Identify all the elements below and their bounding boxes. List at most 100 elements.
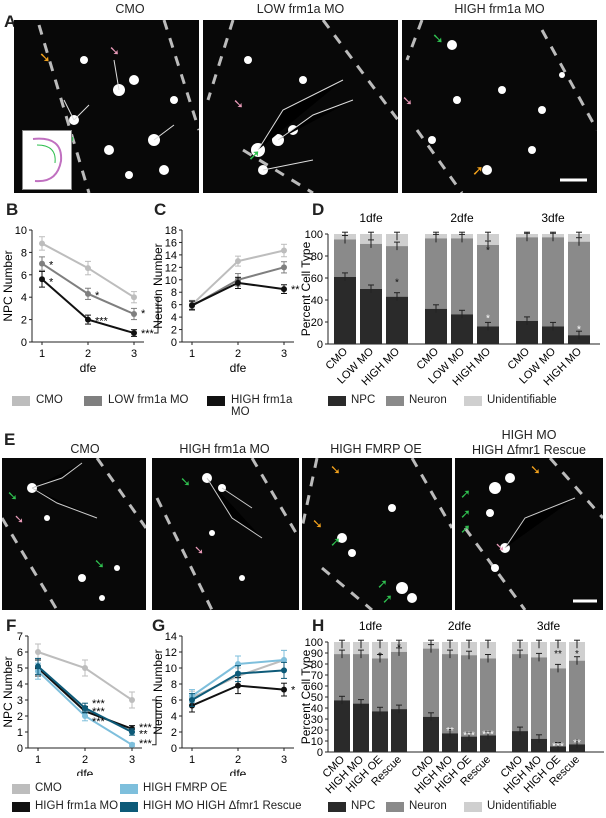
image-title: HIGH frm1a MO: [454, 2, 545, 16]
bar-npc: [477, 326, 499, 344]
bar-npc: [425, 308, 447, 344]
group-label: 3dfe: [541, 212, 565, 225]
legend-label: NPC: [351, 800, 376, 812]
y-axis-label: Percent Cell Type: [299, 649, 313, 744]
bar-neuron: [512, 654, 528, 732]
panel-label-f: F: [6, 616, 17, 635]
group-label: 3dfe: [537, 620, 561, 633]
bar-npc: [461, 736, 477, 752]
svg-text:➘: ➘: [109, 43, 120, 58]
significance-marker: ***: [95, 316, 109, 328]
bar-neuron: [423, 648, 439, 717]
data-point: [235, 682, 241, 689]
bar-npc: [542, 326, 564, 344]
data-point: [281, 686, 287, 693]
y-tick-label: 10: [165, 275, 177, 287]
y-tick-label: 3: [17, 695, 23, 707]
panel-label-h: H: [312, 616, 325, 635]
bar-unidentifiable: [461, 642, 477, 656]
data-point: [235, 258, 241, 265]
legend-celltype-bottom: NPC Neuron Unidentifiable: [328, 800, 603, 816]
data-point: [281, 667, 287, 674]
bar-unidentifiable: [550, 642, 566, 669]
significance-marker: *: [49, 277, 54, 289]
y-tick-label: 10: [165, 663, 177, 675]
y-tick-label: 0: [317, 747, 323, 759]
legend-label: HIGH MO HIGH Δfmr1 Rescue: [143, 800, 302, 812]
svg-text:➚: ➚: [330, 534, 341, 549]
micrograph: ➚ ➘: [203, 20, 398, 193]
significance-marker: ***: [552, 741, 564, 752]
bar-neuron: [442, 654, 458, 734]
micrograph: ➘ ➘ ➘: [2, 458, 146, 610]
y-axis-label: Percent Cell Type: [299, 241, 313, 336]
significance-marker: ***: [139, 722, 153, 734]
x-tick-label: 2: [235, 348, 241, 360]
bar-neuron: [353, 654, 369, 704]
y-tick-label: 14: [165, 250, 177, 262]
svg-text:➘: ➘: [14, 512, 24, 526]
micrograph: ➘ ➘ ➚ ➚ ➚: [302, 458, 452, 610]
y-tick-label: 2: [17, 711, 23, 723]
data-point: [281, 657, 287, 663]
group-label: 2dfe: [450, 212, 474, 225]
legend-label: CMO: [35, 782, 62, 794]
y-tick-label: 18: [165, 225, 177, 237]
data-point: [82, 705, 88, 711]
significance-marker: ***: [139, 738, 153, 750]
y-tick-label: 4: [171, 711, 177, 723]
y-tick-label: 30: [311, 714, 323, 726]
y-tick-label: 10: [311, 736, 323, 748]
bar-neuron: [516, 237, 538, 321]
group-label: 1dfe: [359, 620, 383, 633]
y-tick-label: 40: [311, 703, 323, 715]
legend-label: CMO: [36, 394, 63, 406]
y-tick-label: 0: [317, 339, 323, 351]
group-label: 2dfe: [448, 620, 472, 633]
bar-neuron: [334, 239, 356, 277]
data-point: [281, 286, 287, 293]
data-point: [129, 741, 135, 748]
micrograph: ➘ ➚ ➚ ➚ ➘: [455, 458, 603, 610]
legend-swatch: [12, 802, 30, 812]
legend-celltype-top: NPC Neuron Unidentifiable: [328, 394, 598, 410]
svg-text:➘: ➘: [39, 49, 51, 65]
panel-label-b: B: [6, 200, 19, 219]
bar-npc: [391, 709, 407, 752]
y-axis-label: NPC Number: [1, 656, 15, 727]
significance-marker: *: [159, 717, 160, 729]
significance-marker: ***: [92, 716, 106, 728]
panel-label-e: E: [4, 430, 16, 449]
y-tick-label: 100: [305, 637, 323, 649]
data-point: [131, 311, 137, 317]
data-point: [235, 279, 241, 286]
y-tick-label: 4: [21, 292, 27, 304]
y-axis-label: NPC Number: [1, 250, 15, 321]
bar-npc: [334, 700, 350, 752]
bar-npc: [442, 733, 458, 752]
svg-text:➚: ➚: [382, 591, 393, 606]
y-tick-label: 1: [17, 727, 23, 739]
y-tick-label: 2: [21, 315, 27, 327]
significance-marker: **: [139, 729, 148, 741]
y-tick-label: 60: [311, 681, 323, 693]
legend-label: Neuron: [409, 800, 447, 812]
x-axis-label: dfe: [80, 361, 97, 375]
data-point: [129, 729, 135, 735]
bar-npc: [568, 335, 590, 344]
legend-swatch: [386, 396, 404, 406]
data-point: [281, 264, 287, 271]
image-title: HIGH Δfmr1 Rescue: [472, 443, 586, 457]
legend-top: CMO LOW frm1a MO HIGH frm1a MO: [12, 394, 312, 418]
x-tick-label: 3: [131, 348, 137, 360]
y-tick-label: 6: [21, 270, 27, 282]
bar-neuron: [568, 241, 590, 336]
panel-label-g: G: [152, 616, 166, 635]
significance-bracket: [154, 296, 159, 334]
y-tick-label: 6: [171, 695, 177, 707]
x-tick-label: 2: [235, 754, 241, 766]
significance-marker: **: [291, 284, 300, 296]
